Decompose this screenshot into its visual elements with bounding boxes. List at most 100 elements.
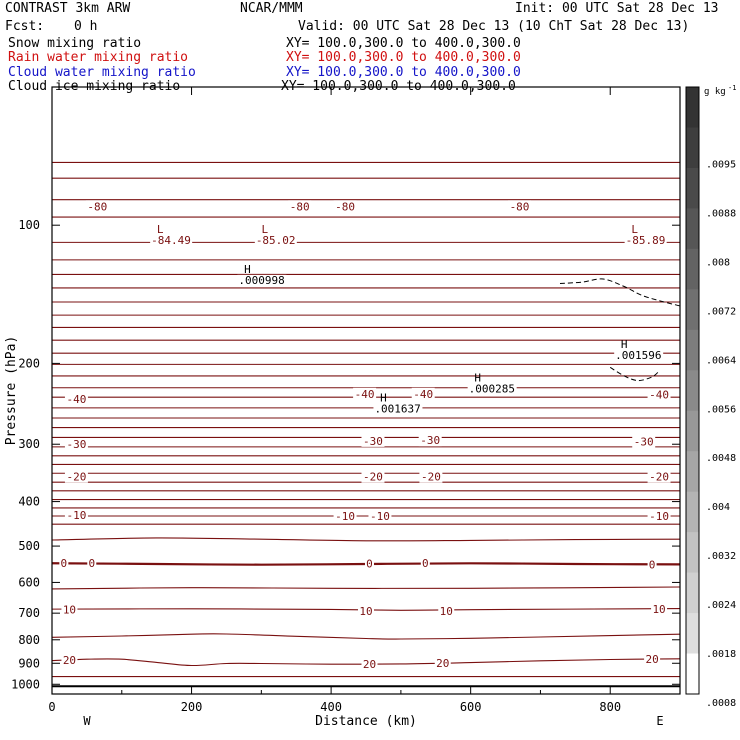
extremum-value-bg bbox=[254, 235, 297, 247]
colorbar-segment bbox=[686, 613, 699, 655]
colorbar-unit: g kg bbox=[704, 87, 726, 97]
extremum-marker: L bbox=[157, 223, 164, 236]
contour-label-bg bbox=[651, 602, 668, 615]
contour-label-bg bbox=[434, 656, 451, 669]
y-tick-label: 1000 bbox=[11, 677, 40, 691]
contour-label-bg bbox=[438, 605, 455, 618]
contour-line bbox=[52, 633, 680, 640]
dashed-contour bbox=[609, 366, 660, 382]
plot-frame bbox=[51, 86, 681, 695]
y-tick-label: 400 bbox=[18, 495, 40, 509]
contour-label: 10 bbox=[652, 603, 665, 616]
extremum-marker: L bbox=[631, 223, 638, 236]
valid-time: Valid: 00 UTC Sat 28 Dec 13 (10 ChT Sat … bbox=[298, 19, 690, 34]
contour-label: 20 bbox=[436, 657, 449, 670]
colorbar-tick-label: .0008 bbox=[706, 698, 736, 709]
extremum-value-bg bbox=[467, 383, 517, 395]
contour-label: 0 bbox=[649, 559, 656, 572]
contour-label-bg bbox=[420, 556, 430, 569]
contour-label-bg bbox=[61, 654, 78, 667]
fcst-label: Fcst: bbox=[5, 19, 45, 34]
x-tick-label: 0 bbox=[48, 700, 55, 714]
extremum-marker: L bbox=[262, 223, 269, 236]
colorbar-segment bbox=[686, 572, 699, 614]
contour-label: -80 bbox=[510, 200, 530, 213]
contour-label-bg bbox=[647, 510, 671, 523]
field-snow-xy: XY= 100.0,300.0 to 400.0,300.0 bbox=[286, 36, 521, 51]
x-end-label-west: W bbox=[83, 714, 91, 728]
y-tick-label: 900 bbox=[18, 656, 40, 670]
colorbar-segment bbox=[686, 491, 699, 533]
contour-line bbox=[52, 586, 680, 590]
contour-label-bg bbox=[61, 603, 78, 616]
contour-label-bg bbox=[361, 434, 385, 447]
y-tick-label: 800 bbox=[18, 633, 40, 647]
contour-label: -80 bbox=[87, 200, 107, 213]
contour-label: 20 bbox=[645, 653, 658, 666]
contour-label: 20 bbox=[363, 658, 376, 671]
contour-label: -10 bbox=[370, 510, 390, 523]
colorbar-segment bbox=[686, 370, 699, 412]
fcst-value: 0 h bbox=[74, 19, 98, 34]
extremum-value: -84.49 bbox=[151, 234, 191, 247]
extremum-value: .000285 bbox=[469, 382, 515, 395]
contour-label: -20 bbox=[363, 471, 383, 484]
contour-label-bg bbox=[361, 658, 378, 671]
chart-title: CONTRAST 3km ARW bbox=[5, 1, 131, 16]
contour-label-bg bbox=[364, 557, 374, 570]
contour-line bbox=[52, 658, 680, 667]
contour-line bbox=[52, 537, 680, 542]
colorbar-segment bbox=[686, 410, 699, 452]
contour-label: 0 bbox=[61, 557, 68, 570]
extremum-value: -85.02 bbox=[256, 234, 296, 247]
contour-label-bg bbox=[647, 388, 671, 401]
extremum-value: .001596 bbox=[615, 349, 661, 362]
colorbar-tick-label: .008 bbox=[706, 258, 730, 269]
contour-label-bg bbox=[85, 200, 109, 213]
contour-label-bg bbox=[333, 200, 357, 213]
extremum-marker: H bbox=[621, 338, 628, 351]
extremum-value: .000998 bbox=[238, 274, 284, 287]
contour-label-bg bbox=[508, 200, 532, 213]
x-tick-label: 200 bbox=[181, 700, 203, 714]
contour-label-bg bbox=[87, 556, 97, 569]
contour-label: 0 bbox=[88, 557, 95, 570]
extremum-value-bg bbox=[150, 235, 193, 247]
contour-label: -40 bbox=[355, 388, 375, 401]
colorbar-tick-label: .0048 bbox=[706, 453, 736, 464]
extremum-value-bg bbox=[237, 274, 287, 286]
colorbar-tick-label: .0072 bbox=[706, 306, 736, 317]
model-source: NCAR/MMM bbox=[240, 1, 303, 16]
colorbar-segment bbox=[686, 532, 699, 574]
y-tick-label: 300 bbox=[18, 437, 40, 451]
contour-label-bg bbox=[644, 653, 661, 666]
contour-label: -40 bbox=[649, 389, 669, 402]
contour-label-bg bbox=[64, 470, 88, 483]
y-tick-label: 500 bbox=[18, 539, 40, 553]
contour-label: -10 bbox=[66, 509, 86, 522]
contour-label: -20 bbox=[66, 471, 86, 484]
colorbar-segment bbox=[686, 653, 699, 695]
x-tick-label: 400 bbox=[320, 700, 342, 714]
colorbar-tick-label: .0032 bbox=[706, 551, 736, 562]
contour-label: -30 bbox=[634, 436, 654, 449]
contour-label-bg bbox=[368, 510, 392, 523]
extremum-value: .001637 bbox=[374, 402, 420, 415]
dashed-contour bbox=[559, 278, 680, 307]
colorbar-segment bbox=[686, 451, 699, 493]
colorbar-tick-label: .0018 bbox=[706, 649, 736, 660]
x-axis-label: Distance (km) bbox=[315, 714, 417, 729]
contour-label-bg bbox=[288, 200, 312, 213]
field-cloud-water-xy: XY= 100.0,300.0 to 400.0,300.0 bbox=[286, 65, 521, 80]
contour-label-bg bbox=[647, 558, 657, 571]
field-snow-name: Snow mixing ratio bbox=[8, 36, 142, 51]
x-tick-label: 600 bbox=[460, 700, 482, 714]
contour-label-bg bbox=[64, 392, 88, 405]
contour-label-bg bbox=[64, 509, 88, 522]
contour-label: -10 bbox=[335, 510, 355, 523]
y-tick-label: 700 bbox=[18, 606, 40, 620]
extremum-value: -85.89 bbox=[626, 234, 666, 247]
extremum-marker: H bbox=[474, 371, 481, 384]
contour-label-bg bbox=[361, 470, 385, 483]
